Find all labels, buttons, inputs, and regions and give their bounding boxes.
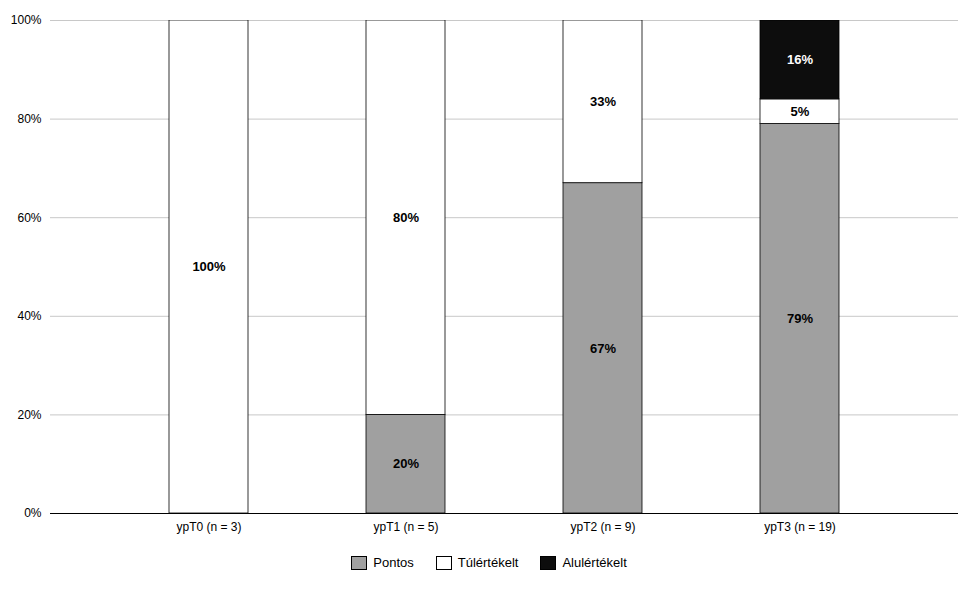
svg-text:20%: 20% [393, 456, 419, 471]
svg-text:ypT0 (n = 3): ypT0 (n = 3) [176, 520, 241, 534]
svg-text:40%: 40% [17, 309, 41, 323]
svg-text:5%: 5% [791, 104, 810, 119]
svg-text:0%: 0% [24, 506, 42, 520]
html-text:Alulértékelt: Alulértékelt [562, 555, 627, 570]
svg-text:100%: 100% [192, 259, 226, 274]
svg-text:60%: 60% [17, 211, 41, 225]
svg-text:ypT3 (n = 19): ypT3 (n = 19) [764, 520, 836, 534]
html-text:Túlértékelt: Túlértékelt [457, 555, 519, 570]
svg-text:67%: 67% [590, 341, 616, 356]
html-text:Pontos: Pontos [373, 555, 414, 570]
svg-text:79%: 79% [787, 311, 813, 326]
svg-text:80%: 80% [17, 112, 41, 126]
svg-text:100%: 100% [11, 13, 42, 27]
svg-text:ypT1 (n = 5): ypT1 (n = 5) [373, 520, 438, 534]
svg-text:16%: 16% [787, 52, 813, 67]
svg-text:80%: 80% [393, 210, 419, 225]
svg-text:ypT2 (n = 9): ypT2 (n = 9) [570, 520, 635, 534]
svg-text:20%: 20% [17, 408, 41, 422]
svg-text:33%: 33% [590, 94, 616, 109]
